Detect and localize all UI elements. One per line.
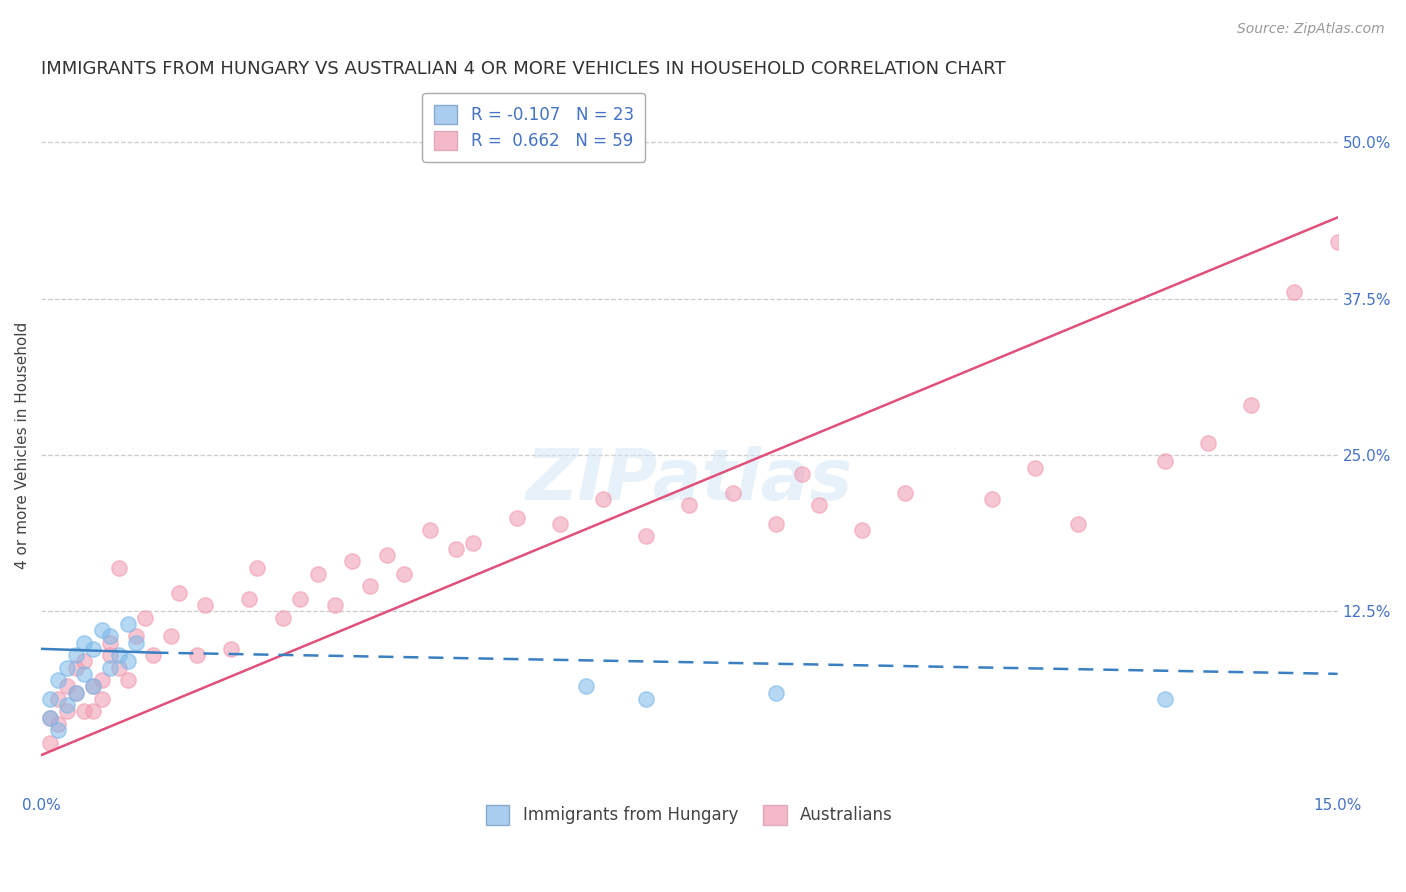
Point [219, 641, 242, 656]
Point [48, 691, 70, 706]
Point [117, 673, 139, 687]
Point [375, 548, 398, 562]
Point [419, 523, 441, 537]
Point [1326, 235, 1348, 250]
Text: IMMIGRANTS FROM HUNGARY VS AUSTRALIAN 4 OR MORE VEHICLES IN HOUSEHOLD CORRELATIO: IMMIGRANTS FROM HUNGARY VS AUSTRALIAN 4 … [41, 60, 1005, 78]
Point [90, 623, 112, 637]
Point [82, 641, 104, 656]
Y-axis label: 4 or more Vehicles in Household: 4 or more Vehicles in Household [15, 322, 30, 569]
Point [90, 691, 112, 706]
Point [65, 648, 87, 662]
Legend: Immigrants from Hungary, Australians: Immigrants from Hungary, Australians [478, 797, 901, 833]
Point [65, 660, 87, 674]
Point [790, 467, 813, 481]
Point [108, 660, 131, 674]
Point [636, 691, 658, 706]
Point [808, 498, 831, 512]
Point [142, 648, 165, 662]
Point [1197, 435, 1219, 450]
Point [980, 491, 1002, 506]
Point [73, 666, 96, 681]
Point [342, 554, 364, 568]
Point [307, 566, 329, 581]
Point [1067, 516, 1090, 531]
Point [505, 510, 527, 524]
Point [238, 591, 260, 606]
Point [98, 660, 121, 674]
Point [359, 579, 381, 593]
Point [765, 516, 787, 531]
Point [73, 635, 96, 649]
Point [48, 717, 70, 731]
Point [392, 566, 415, 581]
Point [323, 598, 346, 612]
Point [765, 685, 787, 699]
Point [894, 485, 917, 500]
Point [90, 673, 112, 687]
Point [290, 591, 312, 606]
Point [186, 648, 208, 662]
Point [169, 585, 191, 599]
Point [48, 723, 70, 738]
Point [159, 629, 181, 643]
Point [1284, 285, 1306, 300]
Point [548, 516, 571, 531]
Point [98, 629, 121, 643]
Point [117, 616, 139, 631]
Point [194, 598, 217, 612]
Point [65, 685, 87, 699]
Point [125, 629, 148, 643]
Point [117, 654, 139, 668]
Point [38, 736, 60, 750]
Point [1024, 460, 1046, 475]
Point [575, 679, 598, 693]
Point [108, 648, 131, 662]
Point [125, 635, 148, 649]
Point [73, 654, 96, 668]
Point [721, 485, 744, 500]
Point [65, 685, 87, 699]
Point [82, 679, 104, 693]
Point [134, 610, 156, 624]
Point [1240, 398, 1263, 412]
Point [636, 529, 658, 543]
Point [246, 560, 269, 574]
Point [82, 704, 104, 718]
Point [1153, 691, 1175, 706]
Text: ZIPatlas: ZIPatlas [526, 446, 853, 515]
Point [38, 711, 60, 725]
Point [444, 541, 467, 556]
Point [73, 704, 96, 718]
Point [98, 635, 121, 649]
Point [1153, 454, 1175, 468]
Point [56, 698, 79, 712]
Point [592, 491, 614, 506]
Point [38, 691, 60, 706]
Point [678, 498, 700, 512]
Point [56, 679, 79, 693]
Point [98, 648, 121, 662]
Point [48, 673, 70, 687]
Point [82, 679, 104, 693]
Point [38, 711, 60, 725]
Point [56, 660, 79, 674]
Point [108, 560, 131, 574]
Point [851, 523, 873, 537]
Text: Source: ZipAtlas.com: Source: ZipAtlas.com [1237, 22, 1385, 37]
Point [56, 704, 79, 718]
Point [271, 610, 294, 624]
Point [463, 535, 485, 549]
